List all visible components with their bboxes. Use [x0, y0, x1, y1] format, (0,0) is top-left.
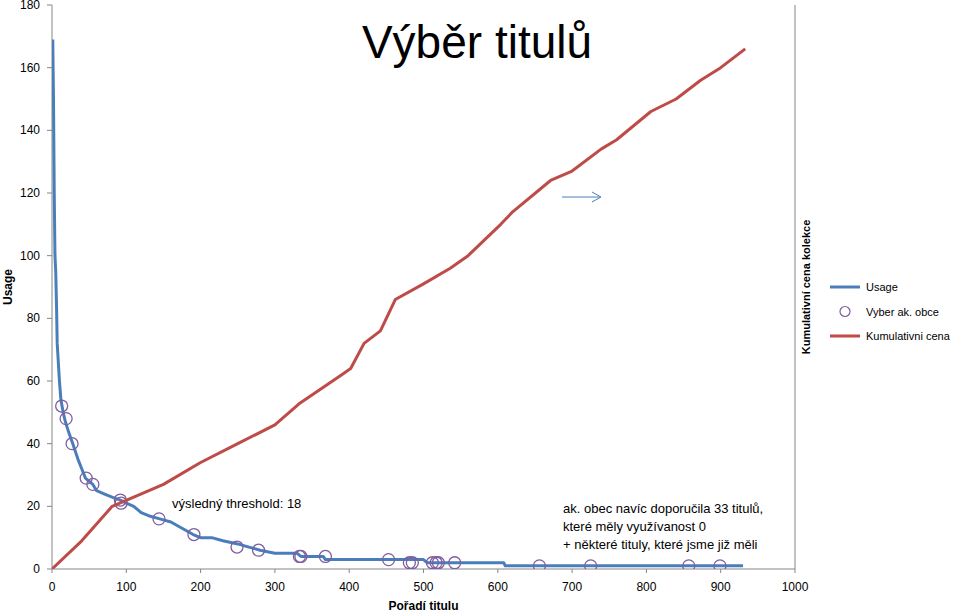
plot-area — [52, 39, 745, 569]
scatter-point — [56, 400, 68, 412]
y2-axis-label: Kumulativní cena kolekce — [800, 220, 812, 355]
y-tick — [47, 193, 52, 194]
annotation: ak. obec navíc doporučila 33 titulů, — [563, 501, 763, 516]
x-tick — [52, 569, 53, 573]
y-tick-label: 40 — [27, 437, 41, 451]
x-tick — [423, 569, 424, 573]
legend-label: Kumulativni cena — [866, 330, 951, 342]
annotation: které měly využívanost 0 — [563, 519, 706, 534]
x-tick — [572, 569, 573, 573]
title: Výběr titulů — [362, 16, 592, 68]
annotation: výsledný threshold: 18 — [172, 496, 301, 511]
legend-label: Vyber ak. obce — [866, 306, 939, 318]
scatter-point — [60, 413, 72, 425]
y-tick — [47, 130, 52, 131]
scatter-point — [449, 557, 461, 569]
y-tick — [47, 506, 52, 507]
x-tick-label: 300 — [265, 580, 285, 594]
series-line — [52, 49, 745, 569]
x-tick — [200, 569, 201, 573]
scatter-point — [585, 560, 597, 569]
x-tick-label: 900 — [711, 580, 731, 594]
y-tick — [47, 5, 52, 6]
y-tick-label: 180 — [20, 0, 40, 12]
scatter-point — [87, 478, 99, 490]
y-tick-label: 140 — [20, 123, 40, 137]
y-tick-label: 160 — [20, 61, 40, 75]
y-tick-label: 20 — [27, 499, 41, 513]
x-tick-label: 200 — [191, 580, 211, 594]
x-axis-label: Pořadí titulu — [389, 599, 459, 613]
x-tick — [646, 569, 647, 573]
x-tick — [274, 569, 275, 573]
y2-axis-line — [795, 5, 796, 569]
scatter-point — [683, 560, 695, 569]
arrow — [562, 197, 600, 198]
y-tick — [47, 569, 52, 570]
scatter-point — [80, 472, 92, 484]
y-tick — [47, 381, 52, 382]
legend-label: Usage — [866, 281, 898, 293]
scatter-point — [231, 541, 243, 553]
x-tick-label: 1000 — [782, 580, 809, 594]
x-tick-label: 700 — [562, 580, 582, 594]
x-tick-label: 600 — [488, 580, 508, 594]
scatter-point — [188, 529, 200, 541]
y-tick — [47, 67, 52, 68]
y-axis-label: Usage — [1, 269, 15, 305]
x-tick — [349, 569, 350, 573]
y-tick — [47, 318, 52, 319]
y-tick-label: 100 — [20, 249, 40, 263]
y-tick-label: 0 — [33, 562, 40, 576]
scatter-point — [295, 550, 307, 562]
scatter-point — [383, 554, 395, 566]
scatter-point — [66, 438, 78, 450]
scatter-point — [253, 544, 265, 556]
x-tick — [126, 569, 127, 573]
y-tick-label: 60 — [27, 374, 41, 388]
x-tick-label: 500 — [413, 580, 433, 594]
x-tick — [795, 569, 796, 573]
arrow-head — [592, 192, 601, 202]
scatter-point — [432, 557, 444, 569]
y-tick-label: 120 — [20, 186, 40, 200]
scatter-point — [533, 560, 545, 569]
y-tick — [47, 443, 52, 444]
x-tick — [720, 569, 721, 573]
x-tick-label: 400 — [339, 580, 359, 594]
scatter-point — [403, 557, 415, 569]
y-tick — [47, 255, 52, 256]
scatter-point — [319, 550, 331, 562]
x-tick-label: 100 — [116, 580, 136, 594]
legend-marker — [840, 307, 850, 317]
scatter-point — [406, 557, 418, 569]
scatter-point — [714, 560, 726, 569]
x-tick-label: 800 — [636, 580, 656, 594]
x-tick — [497, 569, 498, 573]
y-tick-label: 80 — [27, 311, 41, 325]
annotation: + některé tituly, které jsme již měli — [563, 537, 758, 552]
legend-line — [830, 335, 860, 338]
legend-line — [830, 286, 860, 289]
chart: 0 20 40 60 80 100 120 140 160 180 0 100 200 300 400 500… — [0, 0, 960, 614]
scatter-point — [153, 513, 165, 525]
x-tick-label: 0 — [49, 580, 56, 594]
